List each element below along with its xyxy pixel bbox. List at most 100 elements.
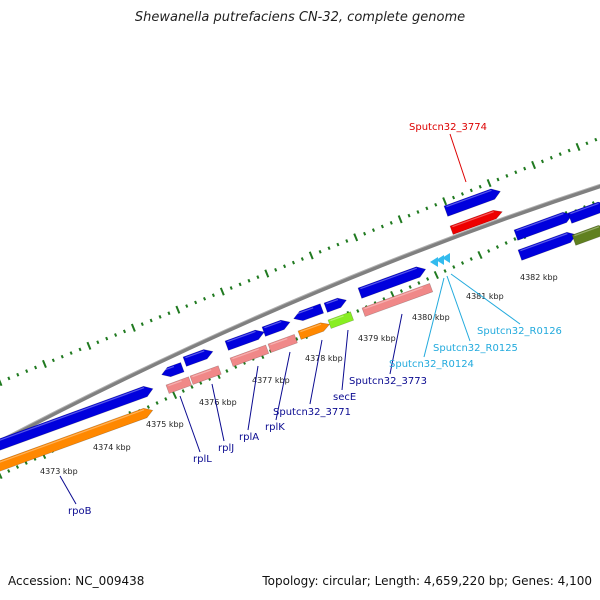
inner-tick — [443, 269, 447, 273]
kbp-label: 4380 kbp — [412, 313, 450, 322]
gene-label: secE — [333, 392, 356, 403]
inner-tick — [469, 257, 473, 261]
gene-label: Sputcn32_3774 — [409, 122, 487, 133]
inner-tick — [452, 265, 456, 269]
inner-tick — [199, 381, 203, 385]
sputcn32-3774-cds-sheen — [446, 189, 492, 208]
outer-tick — [345, 239, 349, 243]
outer-tick — [407, 213, 411, 218]
inner-tick — [408, 285, 412, 289]
outer-tick — [291, 260, 295, 265]
gene-label: Sputcn32_3771 — [273, 407, 351, 418]
outer-tick — [264, 269, 270, 278]
inner-tick — [15, 465, 20, 469]
right-cds-2-sheen — [570, 202, 599, 215]
inner-tick — [495, 245, 500, 249]
outer-tick — [523, 166, 527, 171]
rpob-gene-sheen — [0, 409, 145, 464]
trna-marker — [442, 253, 450, 263]
right-cds-2 — [567, 201, 600, 224]
outer-tick — [211, 293, 215, 298]
outer-tick — [416, 210, 420, 214]
rplk-cds — [261, 319, 291, 337]
outer-tick — [194, 300, 198, 305]
leader-line — [247, 365, 259, 431]
kbp-label: 4376 kbp — [199, 398, 237, 407]
genome-backbone — [0, 184, 600, 445]
inner-tick — [225, 369, 229, 373]
outer-tick — [149, 318, 153, 323]
sputcn32-3774-gene-shape — [449, 209, 503, 235]
kbp-label: 4373 kbp — [40, 467, 78, 476]
sece-cds — [323, 297, 347, 313]
outer-tick — [594, 137, 598, 142]
gene-label: rplK — [265, 422, 285, 433]
sece-gene — [327, 311, 355, 329]
kbp-label: 4379 kbp — [358, 334, 396, 343]
gene-label: rplL — [193, 454, 212, 465]
outer-tick — [175, 305, 181, 314]
outer-tick — [371, 228, 376, 232]
outer-tick — [397, 215, 403, 224]
outer-tick — [7, 376, 11, 381]
gene-label: rplJ — [218, 443, 234, 454]
gene-features — [0, 188, 600, 472]
genome-summary: Topology: circular; Length: 4,659,220 bp… — [262, 574, 592, 588]
rpob-gene — [0, 407, 154, 472]
kbp-label: 4377 kbp — [252, 376, 290, 385]
leader-line — [179, 395, 201, 453]
inner-tick — [234, 365, 238, 369]
leader-line — [423, 277, 445, 358]
inner-tick — [7, 469, 11, 473]
rpob-cds — [0, 385, 154, 451]
right-cds-1-sheen — [516, 213, 564, 232]
outer-tick — [219, 287, 225, 296]
leader-line — [341, 329, 349, 391]
outer-tick — [238, 282, 242, 287]
outer-tick — [425, 206, 429, 211]
outer-tick — [478, 184, 482, 189]
rplk-cds-shape — [261, 319, 291, 337]
outer-tick — [130, 323, 136, 332]
outer-tick — [51, 358, 55, 363]
rpob-cds-shape — [0, 385, 154, 451]
inner-tick — [504, 241, 508, 245]
outer-tick — [69, 351, 73, 355]
gene-label: Sputcn32_R0125 — [433, 343, 518, 354]
inner-tick — [164, 397, 168, 401]
sputcn32-3773-cds-sheen — [360, 267, 417, 290]
outer-tick — [434, 202, 438, 207]
kbp-label: 4374 kbp — [93, 443, 131, 452]
outer-tick — [114, 333, 118, 337]
sputcn32-3774-cds-shape — [443, 188, 501, 217]
outer-tick — [575, 142, 581, 152]
outer-tick — [86, 341, 92, 350]
sputcn32-3771-gene-sheen — [300, 323, 322, 333]
inner-tick — [460, 261, 465, 265]
outer-tick — [158, 315, 162, 319]
outer-tick — [122, 329, 127, 334]
sputcn32-3773-cds-shape — [357, 266, 427, 299]
outer-tick — [389, 221, 393, 225]
gene-label: Sputcn32_3773 — [349, 376, 427, 387]
outer-tick — [283, 264, 287, 269]
inner-tick — [146, 405, 150, 409]
sece-gene-shape — [327, 311, 355, 329]
sputcn32-3773-gene-sheen — [364, 286, 423, 310]
map-title: Shewanella putrefaciens CN-32, complete … — [134, 10, 466, 25]
rpla-gene-sheen — [232, 348, 259, 360]
accession-text: Accession: NC_009438 — [8, 574, 145, 588]
outer-tick — [167, 311, 171, 316]
leader-line — [389, 313, 403, 375]
right-gene-olive-shape — [571, 225, 600, 246]
rpla-cds-sheen — [227, 330, 256, 343]
outer-tick — [496, 177, 500, 182]
trna-marker — [436, 255, 444, 265]
inner-tick — [487, 249, 491, 253]
rplk-gene — [267, 334, 298, 353]
gene-label: Sputcn32_R0126 — [477, 326, 562, 337]
outer-tick — [505, 174, 509, 178]
outer-tick — [96, 340, 100, 345]
outer-tick — [318, 249, 322, 254]
